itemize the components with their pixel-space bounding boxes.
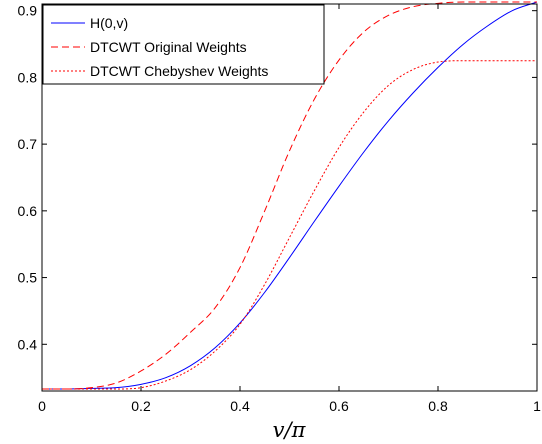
y-tick-labels: 0.4 0.5 0.6 0.7 0.8 0.9: [18, 3, 38, 353]
series-line-dtcwt-original-weights: [42, 1, 537, 390]
plot-frame: [41, 3, 538, 392]
series-line-dtcwt-chebyshev-weights: [42, 60, 537, 390]
ticks-layer: [41, 4, 538, 391]
legend-label-original-weights: DTCWT Original Weights: [90, 39, 247, 55]
legend: H(0,v) DTCWT Original Weights DTCWT Cheb…: [42, 4, 325, 85]
x-tick-label: 0.6: [329, 398, 349, 414]
x-tick-label: 0: [38, 398, 46, 414]
x-tick-label: 0.4: [230, 398, 250, 414]
series-layer: [42, 1, 538, 390]
legend-label-chebyshev-weights: DTCWT Chebyshev Weights: [90, 63, 268, 79]
y-tick-label: 0.8: [18, 69, 38, 85]
x-tick-labels: 0 0.2 0.4 0.6 0.8 1: [38, 398, 541, 414]
x-tick-label: 0.8: [428, 398, 448, 414]
x-tick-label: 1: [533, 398, 541, 414]
y-tick-label: 0.5: [18, 270, 38, 286]
x-tick-label: 0.2: [131, 398, 151, 414]
y-tick-label: 0.4: [18, 336, 38, 352]
x-axis-title: v/π: [273, 418, 307, 442]
series-line-h-0-v: [42, 1, 538, 390]
y-tick-label: 0.7: [18, 136, 38, 152]
legend-label-h0v: H(0,v): [90, 15, 128, 31]
legend-box: [42, 4, 325, 85]
y-tick-label: 0.9: [18, 3, 38, 19]
y-tick-label: 0.6: [18, 203, 38, 219]
